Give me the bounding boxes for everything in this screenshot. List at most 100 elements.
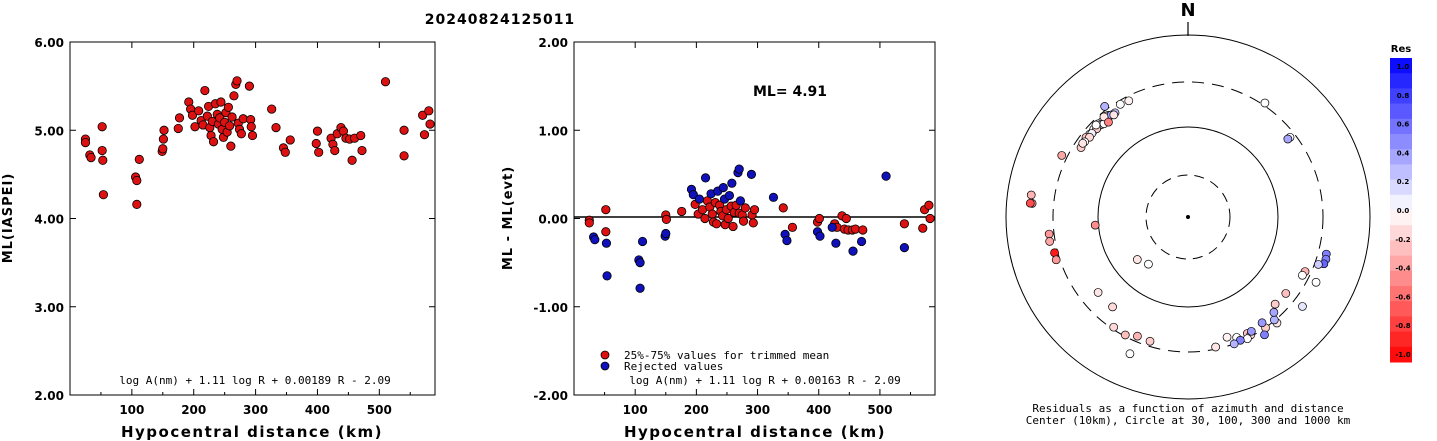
station-point bbox=[1045, 237, 1055, 246]
colorbar-cell bbox=[1390, 286, 1412, 302]
colorbar: Res 1.0 0.8 0.6 0.4 0.2 0.0 -0.2 -0.4 -0.6 -0.8 -1… bbox=[1390, 44, 1412, 363]
ring-30km bbox=[1145, 174, 1231, 260]
station-point bbox=[1270, 299, 1280, 309]
data-point bbox=[134, 154, 144, 164]
station-point bbox=[1283, 134, 1293, 144]
station-point bbox=[1132, 255, 1142, 264]
station-point bbox=[1026, 190, 1036, 200]
station-point bbox=[1057, 151, 1067, 160]
station-point bbox=[1125, 349, 1135, 359]
station-point bbox=[1260, 98, 1270, 108]
rejected-point bbox=[735, 196, 746, 206]
station-point bbox=[1044, 229, 1054, 239]
y-tick-label: 3.00 bbox=[34, 301, 64, 315]
trimmed-point bbox=[858, 225, 868, 235]
x-tick-label: 200 bbox=[181, 403, 206, 417]
data-point bbox=[174, 113, 185, 123]
station-point bbox=[1109, 322, 1119, 332]
rejected-point bbox=[637, 236, 648, 247]
colorbar-cell bbox=[1390, 118, 1412, 135]
rejected-point bbox=[848, 246, 858, 256]
station-point bbox=[1260, 330, 1269, 340]
y-axis-label: ML - ML(evt) bbox=[501, 166, 516, 270]
colorbar-cell bbox=[1390, 103, 1412, 120]
rejected-point bbox=[724, 190, 735, 201]
x-tick-label: 200 bbox=[684, 403, 709, 417]
data-point bbox=[267, 104, 277, 114]
legend-label-trimmed: 25%-75% values for trimmed mean bbox=[624, 349, 829, 362]
data-point bbox=[380, 77, 391, 87]
colorbar-tick-label: -0.4 bbox=[1395, 265, 1410, 273]
data-point bbox=[314, 147, 324, 157]
data-point bbox=[425, 119, 435, 129]
data-point bbox=[244, 81, 255, 91]
x-axis-label: Hypocentral distance (km) bbox=[624, 423, 886, 441]
colorbar-cell bbox=[1390, 149, 1412, 165]
data-point bbox=[216, 97, 226, 107]
colorbar-cell bbox=[1390, 164, 1412, 181]
data-point bbox=[194, 106, 204, 116]
y-tick-label: -2.00 bbox=[533, 389, 568, 403]
station-point bbox=[1222, 332, 1232, 342]
x-tick-label: 100 bbox=[119, 403, 144, 417]
data-point bbox=[232, 76, 242, 86]
y-tick-label: 2.00 bbox=[538, 36, 568, 50]
rejected-point bbox=[768, 192, 779, 202]
y-tick-label: 5.00 bbox=[34, 124, 64, 138]
data-point bbox=[347, 155, 357, 165]
data-point bbox=[399, 151, 409, 161]
colorbar-ticks: 1.0 0.8 0.6 0.4 0.2 0.0 -0.2 -0.4 -0.6 -0.8 -1.0 bbox=[1395, 63, 1410, 359]
data-point bbox=[285, 135, 295, 145]
trimmed-point bbox=[700, 213, 710, 224]
data-point bbox=[271, 123, 281, 133]
trimmed-point bbox=[584, 218, 594, 228]
trimmed-point bbox=[918, 223, 928, 233]
station-point bbox=[1100, 102, 1110, 111]
rejected-point bbox=[827, 222, 837, 232]
station-point bbox=[1051, 255, 1061, 265]
y-tick-label: 2.00 bbox=[34, 389, 64, 403]
data-point bbox=[97, 122, 107, 132]
rejected-point bbox=[694, 194, 705, 204]
tick-layer: 100 200 300 400 500 -2.00 -1.00 0.00 1.00 2.00 bbox=[533, 36, 935, 417]
rejected-point bbox=[782, 235, 792, 246]
y-tick-label: 0.00 bbox=[538, 213, 568, 227]
colorbar-cell bbox=[1390, 210, 1412, 226]
colorbar-title: Res bbox=[1391, 44, 1411, 55]
colorbar-tick-label: 1.0 bbox=[1397, 63, 1410, 71]
data-point bbox=[236, 129, 246, 139]
data-point bbox=[132, 175, 142, 186]
station-point bbox=[1104, 117, 1113, 127]
colorbar-cell bbox=[1390, 134, 1412, 150]
legend-marker-rejected bbox=[600, 361, 610, 371]
y-tick-label: -1.00 bbox=[533, 301, 568, 315]
trimmed-point bbox=[841, 213, 851, 224]
ring-100km bbox=[1097, 126, 1279, 308]
y-tick-label: 4.00 bbox=[34, 213, 64, 227]
colorbar-cell bbox=[1390, 179, 1412, 196]
data-point bbox=[97, 145, 107, 156]
points-layer bbox=[584, 164, 935, 293]
data-point bbox=[311, 138, 321, 149]
rejected-point bbox=[734, 164, 744, 174]
rejected-point bbox=[635, 258, 645, 268]
data-point bbox=[80, 138, 91, 148]
colorbar-tick-label: 0.0 bbox=[1397, 207, 1410, 215]
data-point bbox=[132, 199, 142, 209]
colorbar-cells bbox=[1390, 58, 1412, 363]
data-point bbox=[330, 145, 340, 156]
data-point bbox=[424, 106, 434, 116]
caption-line-1: Residuals as a function of azimuth and d… bbox=[1032, 402, 1343, 415]
station-point bbox=[1247, 326, 1256, 336]
station-point bbox=[1229, 339, 1239, 349]
colorbar-cell bbox=[1390, 301, 1412, 317]
rejected-point bbox=[688, 190, 698, 200]
data-point bbox=[223, 102, 233, 112]
station-point bbox=[1093, 288, 1103, 297]
ring-300km bbox=[1052, 81, 1324, 353]
rejected-point bbox=[601, 238, 612, 248]
data-point bbox=[173, 123, 183, 134]
colorbar-cell bbox=[1390, 316, 1412, 333]
trimmed-point bbox=[748, 218, 758, 228]
